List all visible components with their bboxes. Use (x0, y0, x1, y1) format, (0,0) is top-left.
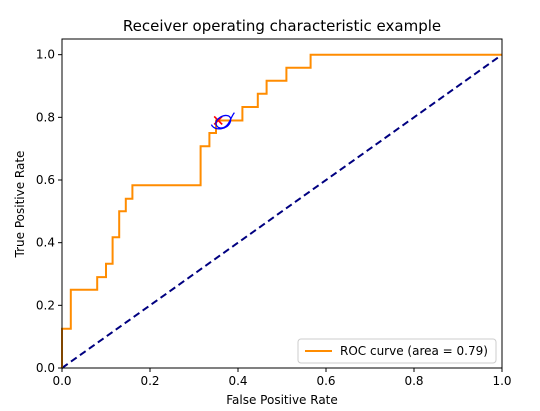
y-tick-label: 0.8 (36, 110, 55, 124)
y-tick-label: 0.2 (36, 298, 55, 312)
y-tick-label: 0.0 (36, 361, 55, 375)
x-tick-label: 0.4 (228, 374, 247, 388)
x-tick-label: 0.0 (52, 374, 71, 388)
x-tick-label: 1.0 (492, 374, 511, 388)
hand-drawn-scribble (210, 112, 235, 130)
y-tick-label: 0.4 (36, 236, 55, 250)
roc-curve-line (61, 53, 502, 368)
legend-box (297, 338, 497, 364)
x-tick-label: 0.2 (140, 374, 159, 388)
y-axis-label: True Positive Rate (13, 151, 27, 259)
x-axis-label: False Positive Rate (226, 393, 338, 407)
legend-label-roc-curve: ROC curve (area = 0.79) (340, 344, 488, 358)
x-axis-ticks: 0.0 0.2 0.4 0.6 0.8 1.0 (52, 368, 512, 388)
chance-diagonal-line (61, 53, 503, 369)
plot-area (61, 53, 503, 369)
y-tick-label: 0.6 (36, 173, 55, 187)
chart-title: Receiver operating characteristic exampl… (123, 17, 441, 35)
y-axis-ticks: 0.0 0.2 0.4 0.6 0.8 1.0 (36, 48, 62, 375)
legend: ROC curve (area = 0.79) (297, 338, 497, 364)
x-tick-label: 0.6 (316, 374, 335, 388)
x-tick-label: 0.8 (404, 374, 423, 388)
plot-frame (61, 38, 503, 369)
y-tick-label: 1.0 (36, 48, 55, 62)
